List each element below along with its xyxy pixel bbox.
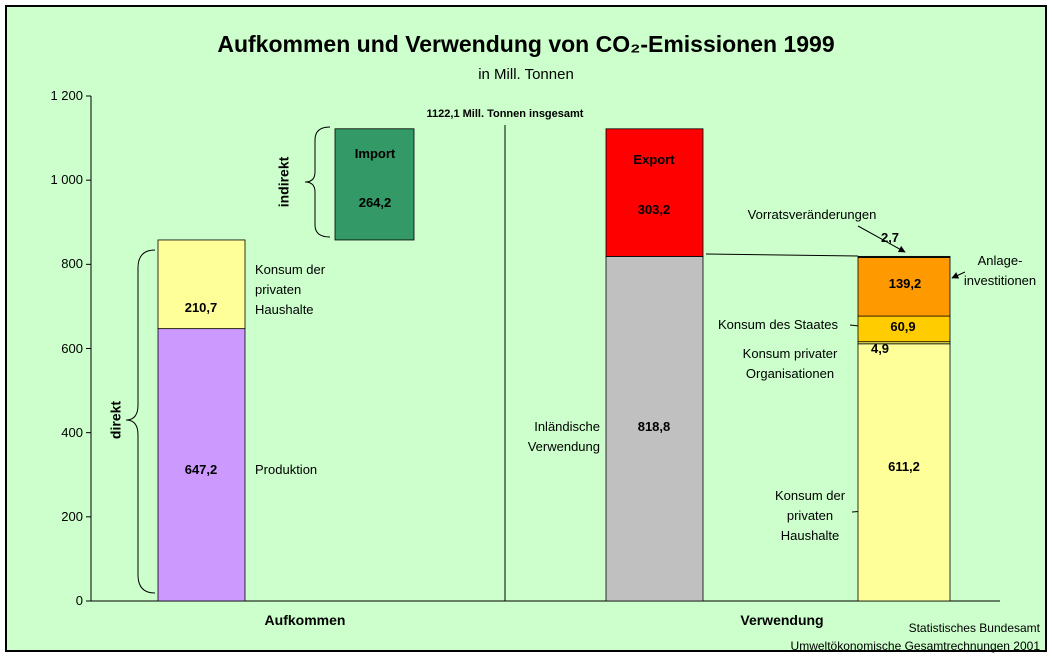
direct-label: direkt xyxy=(108,401,124,439)
segment-label: Konsum der privaten Haushalte xyxy=(255,262,326,317)
y-tick-label: 0 xyxy=(75,593,83,608)
source: Umweltökonomische Gesamtrechnungen 2001 xyxy=(790,639,1040,653)
segment-label: Vorratsveränderungen xyxy=(747,207,877,222)
indirect-label: indirekt xyxy=(276,156,292,207)
value-label: 611,2 xyxy=(888,459,920,474)
bar-segment xyxy=(857,315,951,343)
y-tick-label: 1 000 xyxy=(50,172,83,188)
segment-label: Inländische Verwendung xyxy=(527,419,600,454)
segment-label: Export xyxy=(633,152,675,167)
value-label: 4,9 xyxy=(870,341,890,356)
value-label: 647,2 xyxy=(184,462,218,477)
segment-label: Import xyxy=(354,146,396,161)
value-label: 2,7 xyxy=(880,230,900,245)
source: Statistisches Bundesamt xyxy=(908,621,1040,635)
bar-segment xyxy=(605,256,704,602)
brace xyxy=(125,249,156,594)
annotation: 1122,1 Mill. Tonnen insgesamt xyxy=(426,108,584,120)
connector xyxy=(705,253,859,257)
subtitle: in Mill. Tonnen xyxy=(478,66,574,83)
bar-segment xyxy=(605,128,704,257)
bar-segment xyxy=(157,239,246,330)
segment-label: Produktion xyxy=(255,462,318,477)
brace xyxy=(304,126,331,238)
value-label: 818,8 xyxy=(637,419,671,434)
bar-segment xyxy=(857,257,951,317)
segment-label: Konsum des Staates xyxy=(718,317,838,332)
segment-label: Anlage- investitionen xyxy=(963,253,1037,288)
group-label: Verwendung xyxy=(740,612,824,628)
bar-segment xyxy=(857,343,951,602)
value-label: 60,9 xyxy=(890,319,916,334)
value-label: 264,2 xyxy=(358,195,392,210)
group-label: Aufkommen xyxy=(264,612,346,628)
y-tick-label: 400 xyxy=(61,424,83,440)
value-label: 139,2 xyxy=(888,276,922,291)
segment-label: Konsum privater Organisationen xyxy=(742,346,838,381)
y-tick-label: 1 200 xyxy=(50,88,83,103)
y-tick-label: 600 xyxy=(61,340,83,356)
value-label: 210,7 xyxy=(184,300,218,315)
bar-segment xyxy=(857,255,951,258)
bar-segment xyxy=(157,328,246,602)
bar-segment xyxy=(334,128,415,241)
value-label: 303,2 xyxy=(637,202,671,217)
chart-title: Aufkommen und Verwendung von CO₂-Emissio… xyxy=(217,31,835,57)
segment-label: Konsum der privaten Haushalte xyxy=(774,488,846,543)
y-tick-label: 800 xyxy=(61,256,83,272)
y-tick-label: 200 xyxy=(61,508,83,524)
